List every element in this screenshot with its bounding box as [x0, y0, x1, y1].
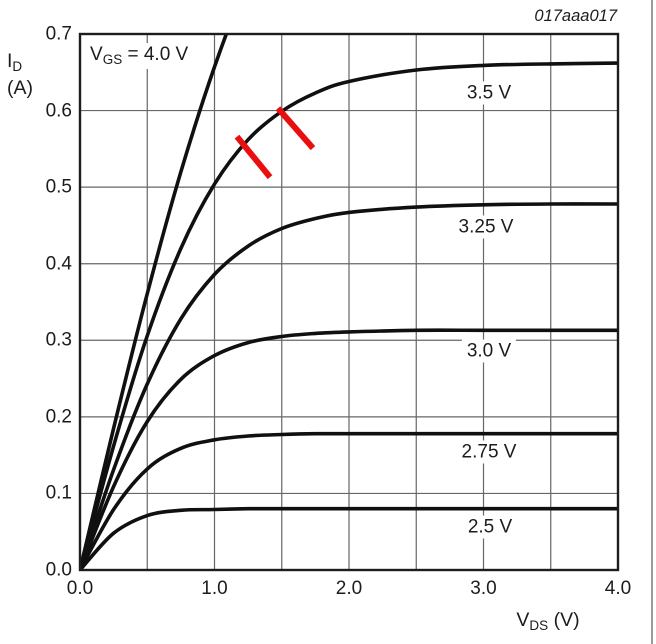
id-curve [80, 328, 618, 570]
red-slash-annotation [234, 134, 273, 180]
id-curves [80, 34, 618, 570]
id-curve [80, 506, 618, 570]
red-slash-annotations [234, 106, 316, 180]
plot-grid [80, 34, 618, 570]
id-curve [80, 431, 618, 570]
red-slash-annotation [275, 106, 316, 151]
id-curve [80, 61, 618, 570]
plot-frame [78, 32, 620, 572]
id-curve [80, 202, 618, 570]
id-curve [80, 34, 229, 570]
page-edge-line [651, 0, 653, 644]
